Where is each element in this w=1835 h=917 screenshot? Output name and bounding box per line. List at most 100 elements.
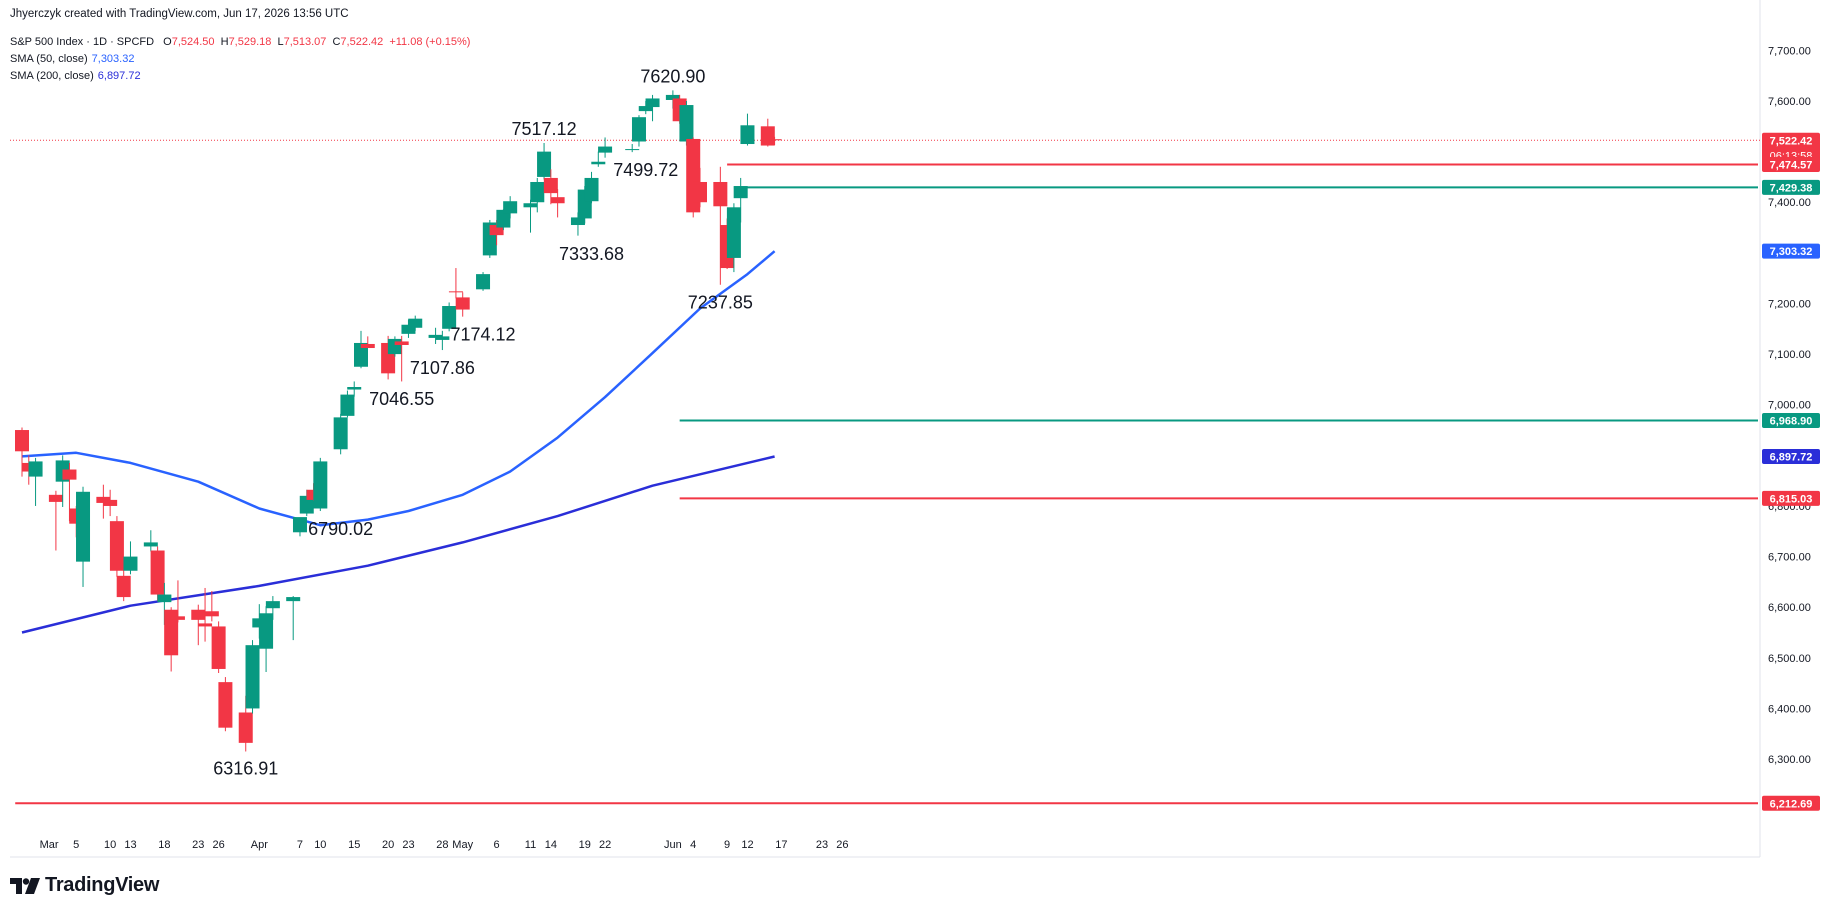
candle-body — [760, 126, 775, 146]
candle-body — [313, 461, 328, 509]
symbol-name: S&P 500 Index · 1D · SPCFD — [10, 36, 155, 48]
sma50-line — [21, 250, 776, 527]
candle — [537, 143, 552, 180]
sma200-line — [21, 455, 775, 634]
candle-body — [408, 318, 423, 328]
candle-body — [360, 343, 375, 349]
candle-body — [570, 217, 585, 226]
candle-body — [191, 609, 206, 620]
candle — [347, 381, 362, 397]
candle-body — [265, 601, 280, 609]
candle-body — [448, 291, 463, 293]
candle-body — [489, 225, 504, 236]
candle-body — [340, 394, 355, 416]
tradingview-logo-icon — [10, 877, 40, 894]
candle — [645, 94, 660, 122]
candle-body — [48, 494, 63, 502]
price-label-badge — [1762, 412, 1820, 428]
candle-body — [299, 495, 314, 514]
candle — [408, 315, 423, 331]
x-tick-label: 10 — [104, 839, 116, 851]
x-tick-label: 23 — [816, 839, 828, 851]
price-label-badge — [1762, 156, 1820, 172]
x-tick-label: 17 — [775, 839, 787, 851]
candle — [428, 327, 443, 344]
candle — [760, 118, 775, 147]
change-value: +11.08 (+0.15%) — [389, 36, 471, 48]
candle-body — [767, 139, 782, 141]
candle-body — [543, 177, 558, 194]
x-tick-label: 6 — [494, 839, 500, 851]
candle-body — [211, 626, 226, 669]
candle — [103, 489, 118, 517]
x-tick-label: Mar — [40, 839, 59, 851]
candle — [143, 530, 158, 552]
sma200-legend[interactable]: SMA (200, close) 6,897.72 — [10, 70, 141, 82]
y-tick-label: 7,400.00 — [1768, 197, 1811, 209]
y-tick-label: 6,500.00 — [1768, 653, 1811, 665]
candle — [218, 677, 233, 732]
candle — [245, 640, 260, 714]
candle-body — [523, 203, 538, 208]
candle-body — [15, 430, 29, 452]
price-label-text: 7,429.38 — [1770, 182, 1813, 194]
candle — [686, 137, 701, 218]
candle — [455, 292, 470, 317]
candle-body — [238, 712, 253, 743]
candle-body — [62, 469, 77, 480]
candle — [740, 113, 755, 146]
x-tick-label: 18 — [158, 839, 170, 851]
x-tick-label: 22 — [599, 839, 611, 851]
symbol-ohlc-legend[interactable]: S&P 500 Index · 1D · SPCFD O7,524.50 H7,… — [10, 36, 473, 48]
low-label: L — [277, 36, 284, 48]
tradingview-logo[interactable]: TradingView — [10, 874, 159, 897]
candle — [591, 151, 606, 167]
candle — [693, 167, 707, 208]
price-label-text: 7,522.42 — [1770, 135, 1813, 147]
candle-body — [170, 616, 185, 620]
x-tick-label: 12 — [741, 839, 753, 851]
time-axis: Mar 5 10 13 18 23 26 Apr 7 10 15 20 23 28 May 6 11 14 19 22… — [40, 839, 849, 851]
y-tick-label: 7,000.00 — [1768, 400, 1811, 412]
candle-body — [435, 336, 450, 340]
candle — [259, 606, 274, 672]
candle-body — [401, 324, 416, 334]
candle — [679, 100, 694, 146]
horizontal-levels — [10, 139, 1760, 805]
candle-body — [123, 556, 138, 571]
close-label: C — [332, 36, 341, 48]
candle — [767, 136, 782, 145]
price-annotation: 7620.90 — [640, 66, 705, 86]
candle-body — [726, 207, 741, 258]
price-annotation: 6790.02 — [308, 519, 373, 539]
y-tick-label: 7,100.00 — [1768, 349, 1811, 361]
candle-body — [204, 611, 219, 617]
candle — [448, 268, 463, 299]
candle-body — [116, 575, 131, 598]
x-tick-label: 11 — [525, 839, 536, 851]
candle — [313, 457, 328, 512]
candle — [354, 330, 368, 369]
candle — [523, 199, 538, 233]
candle — [435, 330, 450, 351]
price-label-text: 6,897.72 — [1770, 451, 1813, 463]
moving-averages — [21, 250, 776, 634]
candle — [598, 137, 613, 158]
open-value: 7,524.50 — [171, 36, 215, 48]
sma50-label: SMA (50, close) — [10, 53, 88, 65]
x-tick-label: 23 — [192, 839, 204, 851]
price-label: 6,897.72 — [1762, 448, 1820, 464]
candle-body — [286, 597, 301, 602]
x-tick-label: 28 — [436, 839, 448, 851]
candle-body — [679, 105, 694, 142]
candle-body — [503, 201, 518, 214]
x-tick-label: 14 — [545, 839, 557, 851]
sma50-legend[interactable]: SMA (50, close) 7,303.32 — [10, 53, 134, 65]
x-tick-label: 26 — [836, 839, 848, 851]
sma200-value: 6,897.72 — [97, 70, 141, 82]
candle — [631, 115, 646, 147]
candle-body — [333, 417, 348, 450]
candle-body — [103, 499, 118, 506]
y-tick-label: 7,200.00 — [1768, 298, 1811, 310]
